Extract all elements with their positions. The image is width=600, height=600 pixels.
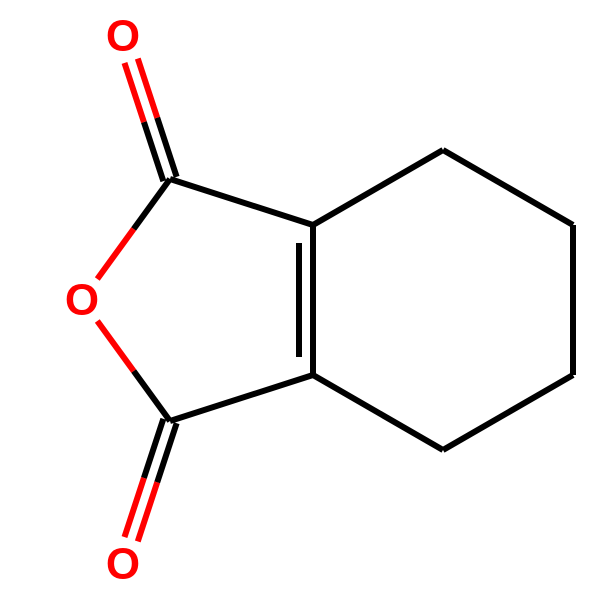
- bond-line: [97, 229, 133, 279]
- bond-line: [443, 150, 573, 225]
- bond-line: [134, 179, 170, 229]
- bond-line: [443, 375, 573, 450]
- bond-line: [313, 150, 443, 225]
- bond-line: [313, 375, 443, 450]
- bond-line: [170, 179, 313, 225]
- bond-line: [170, 375, 313, 421]
- molecule-diagram: O O O: [0, 0, 600, 600]
- bond-line: [134, 371, 170, 421]
- atom-label-o: O: [65, 276, 99, 325]
- bond-line: [97, 321, 133, 371]
- atom-label-o: O: [106, 540, 140, 589]
- atom-label-o: O: [106, 12, 140, 61]
